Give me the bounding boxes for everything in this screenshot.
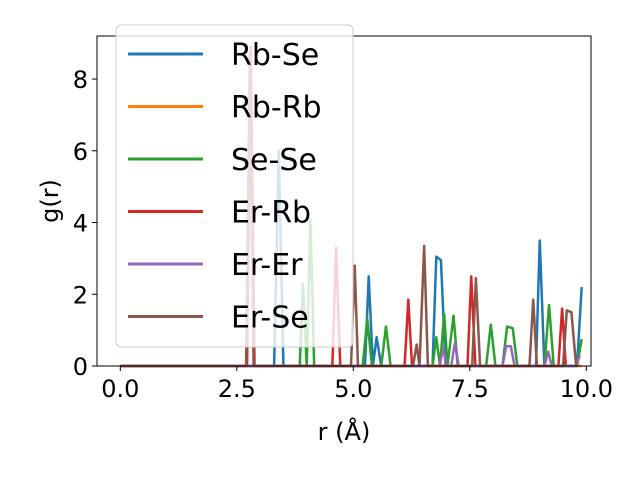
x-axis-ticks: 0.0 2.5 5.0 7.5 10.0 — [101, 366, 613, 403]
y-axis-label: g(r) — [36, 179, 64, 223]
x-tick-label: 7.5 — [451, 375, 489, 403]
legend-label: Rb-Rb — [231, 91, 322, 126]
legend-label: Er-Se — [231, 301, 309, 336]
series-line-er-er — [120, 341, 582, 368]
legend-box — [115, 24, 354, 348]
x-tick-label: 5.0 — [334, 375, 372, 403]
y-axis-ticks: 0 2 4 6 8 — [73, 66, 97, 381]
legend-label: Rb-Se — [231, 38, 319, 73]
y-tick-label: 8 — [73, 66, 88, 94]
x-tick-label: 2.5 — [218, 375, 256, 403]
y-tick-label: 4 — [73, 210, 88, 238]
y-tick-label: 6 — [73, 138, 88, 166]
legend-label: Er-Er — [231, 248, 303, 283]
legend: Rb-Se Rb-Rb Se-Se Er-Rb Er-Er Er-Se — [115, 24, 354, 348]
legend-label: Er-Rb — [231, 196, 311, 231]
x-tick-label: 10.0 — [560, 375, 613, 403]
y-tick-label: 2 — [73, 281, 88, 309]
legend-label: Se-Se — [231, 143, 317, 178]
x-axis-label: r (Å) — [318, 417, 371, 446]
x-tick-label: 0.0 — [101, 375, 139, 403]
y-tick-label: 0 — [73, 353, 88, 381]
